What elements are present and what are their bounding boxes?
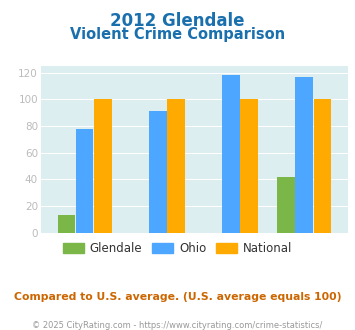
Bar bbox=[295, 77, 313, 233]
Text: © 2025 CityRating.com - https://www.cityrating.com/crime-statistics/: © 2025 CityRating.com - https://www.city… bbox=[32, 321, 323, 330]
Bar bbox=[167, 99, 185, 233]
Text: 2012 Glendale: 2012 Glendale bbox=[110, 12, 245, 30]
Text: Violent Crime Comparison: Violent Crime Comparison bbox=[70, 27, 285, 42]
Bar bbox=[149, 111, 166, 233]
Text: Compared to U.S. average. (U.S. average equals 100): Compared to U.S. average. (U.S. average … bbox=[14, 292, 341, 302]
Legend: Glendale, Ohio, National: Glendale, Ohio, National bbox=[58, 237, 297, 260]
Bar bbox=[313, 99, 331, 233]
Bar bbox=[94, 99, 112, 233]
Bar bbox=[222, 75, 240, 233]
Bar bbox=[277, 177, 295, 233]
Bar bbox=[240, 99, 258, 233]
Bar bbox=[76, 129, 93, 233]
Bar bbox=[58, 215, 75, 233]
